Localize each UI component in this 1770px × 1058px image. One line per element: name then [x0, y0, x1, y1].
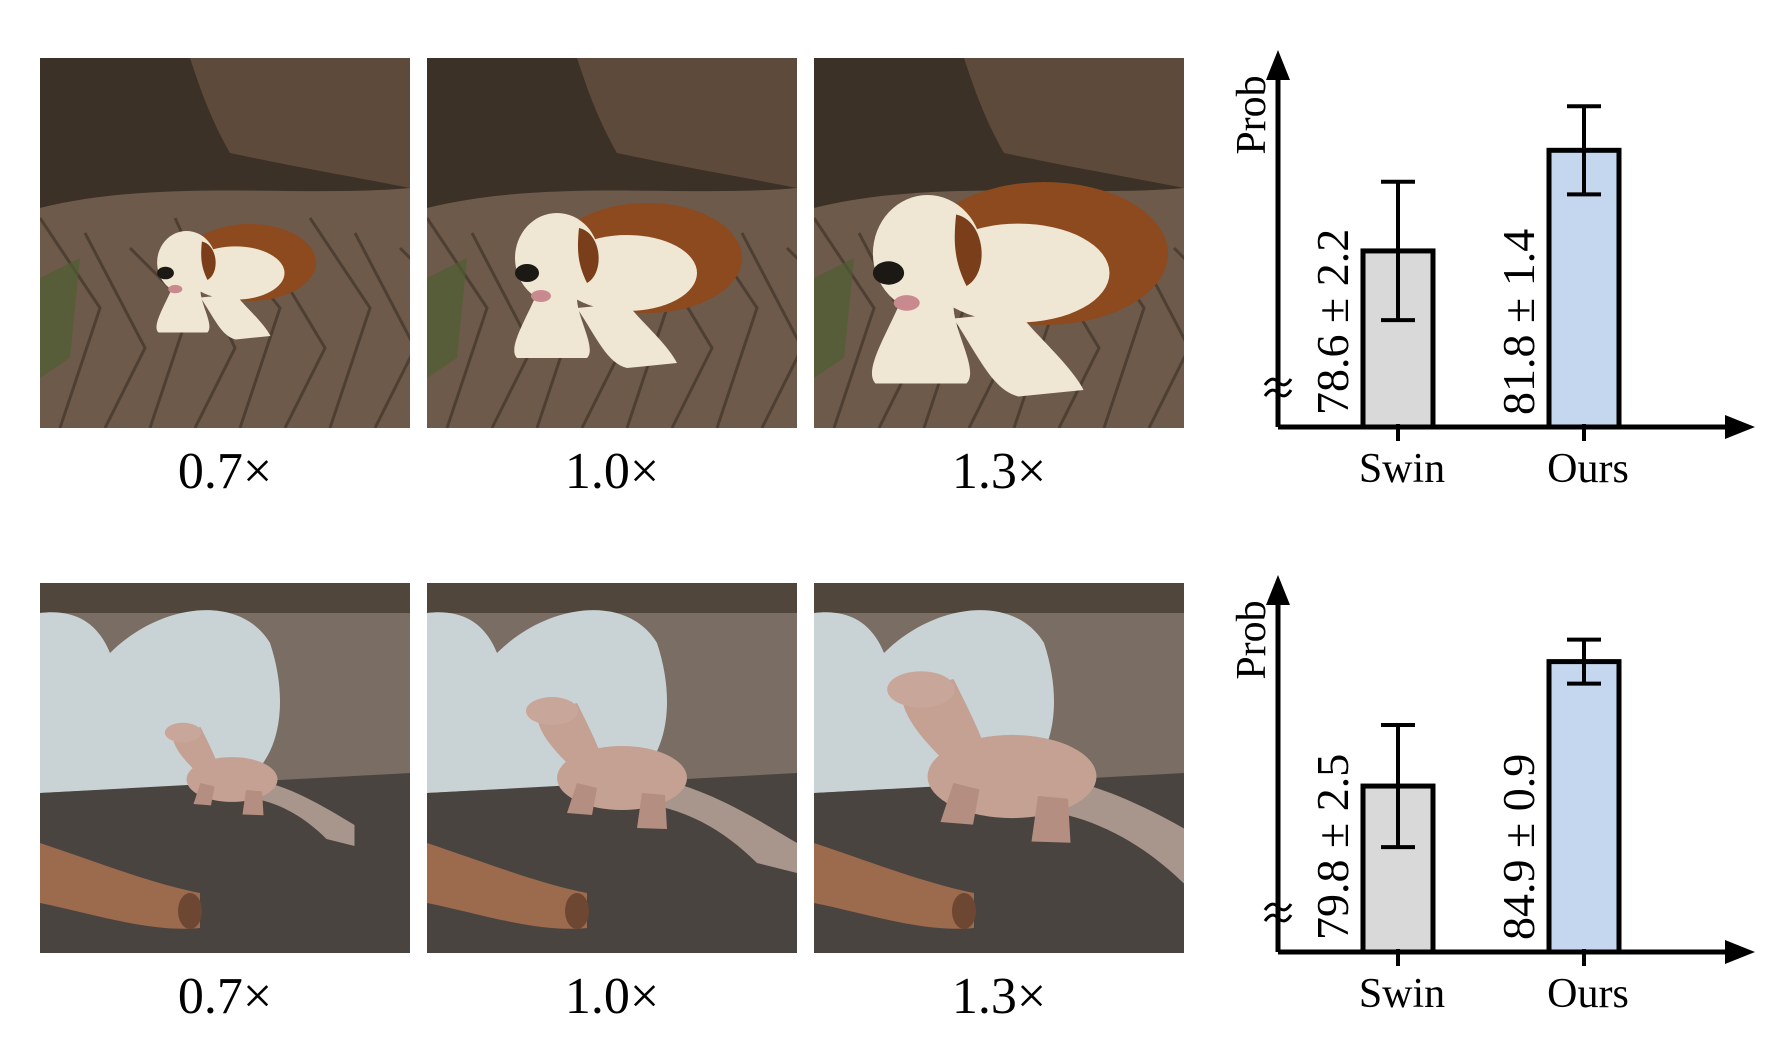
scale-label: 1.0×	[564, 443, 660, 500]
paving-crack	[40, 217, 102, 428]
paving-crack	[427, 217, 489, 428]
figure-row-komodo: 0.7× 1.0× 1.3× Prob Swin 79.8 ± 2.5 Ours 84.…	[0, 565, 1770, 1025]
dog-figure	[514, 203, 742, 368]
dog-nose	[157, 266, 174, 280]
dog-front-leg	[514, 293, 590, 358]
dog-head	[872, 195, 983, 312]
log-end	[952, 893, 976, 929]
komodo-front-leg	[940, 783, 980, 825]
x-tick-label-swin: Swin	[1359, 446, 1445, 490]
komodo-thumbnail-0.7x	[40, 583, 410, 953]
dog-thumbnail-0.7x	[40, 58, 410, 428]
y-axis-label: Prob	[1229, 75, 1275, 154]
dog-back-leg	[953, 312, 1084, 397]
dog-back-leg	[200, 294, 271, 340]
x-tick-label-ours: Ours	[1547, 446, 1629, 490]
grass-patch	[427, 258, 467, 378]
figure-row-dog: 0.7× 1.0× 1.3× Prob Swin 78.6 ± 2.2 Ours 81.…	[0, 40, 1770, 500]
scale-label: 1.3×	[951, 443, 1047, 500]
scale-label: 1.0×	[564, 968, 660, 1025]
log-end	[178, 893, 202, 929]
thumbnail-drawing	[814, 583, 1184, 953]
y-axis-label: Prob	[1229, 600, 1275, 679]
thatch	[814, 583, 1184, 613]
thatch	[427, 583, 797, 613]
dog-tongue	[168, 284, 183, 294]
dog-thumbnail-1.3x	[814, 58, 1184, 428]
bar-ours	[1546, 659, 1622, 955]
bar-chart-dog: Prob Swin 78.6 ± 2.2 Ours 81.8 ± 1.4	[1215, 40, 1770, 492]
grass-patch	[814, 258, 854, 378]
dog-ear	[577, 228, 599, 283]
komodo-front-leg	[567, 783, 597, 815]
komodo-back-leg	[242, 790, 264, 816]
paving-crack	[83, 232, 147, 428]
thumbnail-drawing	[427, 58, 797, 428]
komodo-thumbnail-1.0x	[427, 583, 797, 953]
dog-nose	[872, 261, 905, 285]
stone-wall	[190, 58, 410, 188]
x-tick-label-swin: Swin	[1359, 971, 1445, 1015]
dog-figure	[156, 224, 316, 340]
paving-crack	[308, 217, 372, 428]
axis-break-symbol	[1263, 902, 1293, 923]
thumbnail-drawing	[40, 583, 410, 953]
komodo-figure	[887, 671, 1184, 884]
komodo-back-leg	[637, 793, 667, 829]
thumbnail-drawing	[427, 583, 797, 953]
paving-crack	[353, 232, 410, 428]
dog-ear	[201, 241, 216, 280]
komodo-head	[526, 697, 578, 725]
y-axis-arrow	[1266, 575, 1290, 605]
dog-head	[515, 213, 599, 303]
x-tick-label-ours: Ours	[1547, 971, 1629, 1015]
dog-thumbnail-1.0x	[427, 58, 797, 428]
komodo-head	[887, 671, 955, 708]
thatch	[40, 583, 410, 613]
log-end	[565, 893, 589, 929]
dog-ear	[954, 214, 982, 286]
dog-tongue	[893, 295, 920, 311]
axis-break-symbol	[1263, 377, 1293, 398]
dog-front-leg	[156, 287, 210, 333]
thumbnail-drawing	[814, 58, 1184, 428]
paving-crack	[740, 232, 797, 428]
x-axis-arrow	[1725, 940, 1755, 964]
data-label-swin: 79.8 ± 2.5	[1307, 754, 1358, 940]
komodo-figure	[526, 697, 797, 873]
x-axis-arrow	[1725, 415, 1755, 439]
komodo-figure	[164, 722, 355, 846]
dog-figure	[871, 182, 1168, 397]
komodo-thumbnail-1.3x	[814, 583, 1184, 953]
komodo-back-leg	[1031, 796, 1071, 843]
paving-crack	[814, 217, 876, 428]
bar-chart-komodo: Prob Swin 79.8 ± 2.5 Ours 84.9 ± 0.9	[1215, 565, 1770, 1017]
stone-wall	[964, 58, 1184, 188]
komodo-head	[164, 722, 202, 743]
scale-label: 1.3×	[951, 968, 1047, 1025]
wooden-log	[814, 843, 974, 929]
dog-back-leg	[577, 303, 677, 368]
scale-label: 0.7×	[177, 443, 273, 500]
dog-front-leg	[871, 299, 971, 384]
scale-label: 0.7×	[177, 968, 273, 1025]
stone-wall	[577, 58, 797, 188]
wooden-log	[427, 843, 587, 929]
dog-head	[157, 231, 216, 294]
thumbnail-drawing	[40, 58, 410, 428]
dog-nose	[515, 264, 539, 282]
data-label-ours: 81.8 ± 1.4	[1493, 229, 1544, 415]
y-axis-arrow	[1266, 50, 1290, 80]
data-label-swin: 78.6 ± 2.2	[1307, 229, 1358, 415]
white-rock	[40, 610, 280, 793]
grass-patch	[40, 258, 80, 378]
wooden-log	[40, 843, 200, 929]
data-label-ours: 84.9 ± 0.9	[1493, 754, 1544, 940]
dog-tongue	[531, 290, 551, 302]
komodo-front-leg	[193, 783, 215, 806]
